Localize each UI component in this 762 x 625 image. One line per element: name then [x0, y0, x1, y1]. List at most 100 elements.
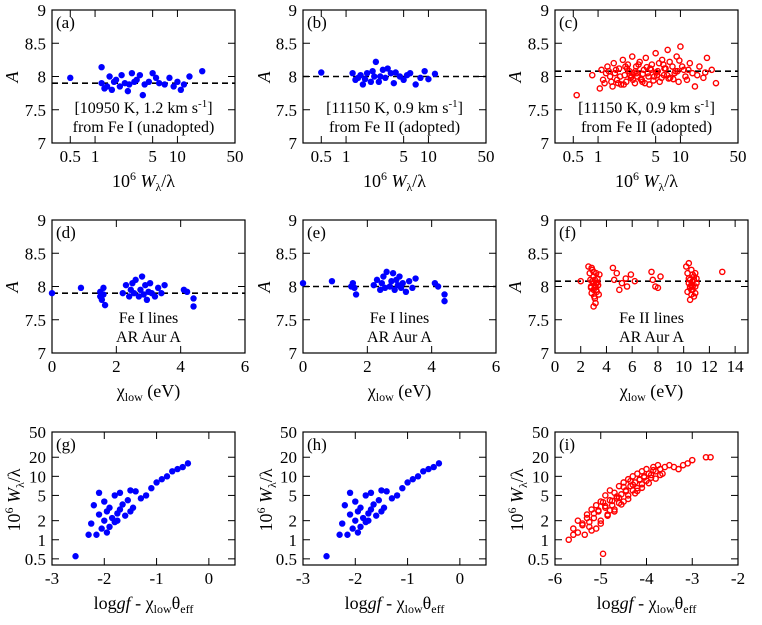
data-point [190, 303, 197, 310]
data-point [111, 492, 118, 499]
data-point [686, 59, 694, 67]
data-point [588, 264, 595, 272]
data-point [396, 273, 403, 280]
data-point [665, 75, 672, 82]
data-point [72, 553, 79, 560]
data-point [95, 489, 103, 497]
data-point [633, 69, 641, 77]
y-tick-label: 10 [29, 467, 46, 486]
data-point [672, 67, 679, 75]
data-points [565, 453, 714, 558]
data-point [378, 279, 386, 287]
data-point [609, 264, 617, 272]
data-point [116, 506, 124, 513]
data-point [48, 289, 56, 297]
y-tick-label: 5 [38, 486, 47, 505]
x-tick-label: 1 [342, 147, 351, 166]
x-tick-label: 2 [576, 357, 585, 376]
y-tick-label: 50 [280, 423, 297, 442]
x-tick-label: -2 [97, 569, 111, 588]
y-tick-label: 8.5 [528, 34, 549, 53]
y-tick-label: 7.5 [25, 101, 46, 120]
data-point [127, 487, 134, 494]
data-point [565, 536, 573, 544]
data-point [402, 288, 410, 296]
data-point [677, 43, 684, 50]
data-point [691, 83, 699, 90]
data-points [72, 460, 192, 560]
y-tick-label: 1 [541, 531, 550, 550]
x-tick-label: -4 [639, 569, 654, 588]
data-point [404, 479, 411, 486]
data-point [143, 296, 151, 303]
panel-annotation: [11150 K, 0.9 km s-1] [578, 98, 715, 117]
data-point [98, 525, 105, 532]
data-point [378, 508, 385, 515]
data-point [595, 507, 602, 514]
y-axis-label: A [2, 281, 22, 294]
data-point [614, 79, 622, 87]
y-tick-label: 9 [541, 1, 550, 20]
data-point [684, 460, 691, 467]
data-point [583, 511, 591, 518]
panel-label: (c) [559, 13, 578, 32]
x-tick-label: 12 [701, 357, 718, 376]
x-axis-label: loggf - χlowθeff [94, 593, 194, 616]
data-point [375, 78, 383, 86]
data-point [654, 284, 662, 292]
data-point [707, 453, 714, 461]
y-tick-label: 20 [29, 448, 46, 467]
data-point [67, 74, 74, 82]
x-tick-label: 10 [675, 357, 692, 376]
x-tick-label: 4 [427, 357, 436, 376]
data-point [649, 276, 657, 284]
data-point [367, 489, 375, 497]
data-point [652, 49, 659, 57]
data-point [386, 283, 394, 290]
data-point [628, 73, 635, 80]
data-point [441, 297, 448, 305]
x-tick-label: 50 [478, 147, 495, 166]
panel-annotation: Fe II lines [619, 310, 684, 327]
data-point [696, 63, 703, 70]
panel-label: (i) [559, 435, 575, 454]
data-point [119, 289, 126, 297]
data-point [140, 291, 147, 298]
data-point [151, 293, 159, 300]
data-point [130, 289, 138, 297]
panel-b: 0.5 1 5 10 50 7 7.5 8 8.5 9 (b) [11150 K, 0.9 km s-… [254, 1, 495, 194]
data-point [95, 511, 103, 518]
data-point [409, 284, 416, 292]
x-tick-label: 10 [169, 147, 186, 166]
data-point [597, 517, 605, 524]
data-point [605, 67, 613, 75]
data-point [155, 79, 163, 87]
y-tick-label: 8 [289, 278, 298, 297]
data-point [611, 69, 619, 77]
data-point [585, 263, 592, 270]
data-point [399, 279, 406, 287]
data-point [596, 271, 603, 278]
data-point [596, 85, 604, 92]
x-tick-label: 2 [112, 357, 121, 376]
data-point [114, 517, 121, 524]
data-point [161, 281, 168, 289]
x-tick-label: -3 [45, 569, 59, 588]
y-tick-label: 8 [38, 68, 47, 87]
data-point [620, 483, 627, 491]
data-point [328, 277, 336, 285]
data-point [618, 279, 626, 287]
data-point [346, 511, 354, 518]
data-point [174, 465, 181, 473]
data-point [124, 497, 132, 504]
x-tick-label: 14 [727, 357, 745, 376]
data-point [132, 488, 139, 495]
x-tick-label: 2 [363, 357, 372, 376]
y-axis-label: A [254, 281, 274, 294]
data-points [573, 43, 720, 99]
data-point [606, 507, 614, 514]
y-axis-label: 106 Wλ/λ [254, 468, 279, 531]
data-point [640, 474, 648, 481]
x-tick-label: 5 [148, 147, 157, 166]
